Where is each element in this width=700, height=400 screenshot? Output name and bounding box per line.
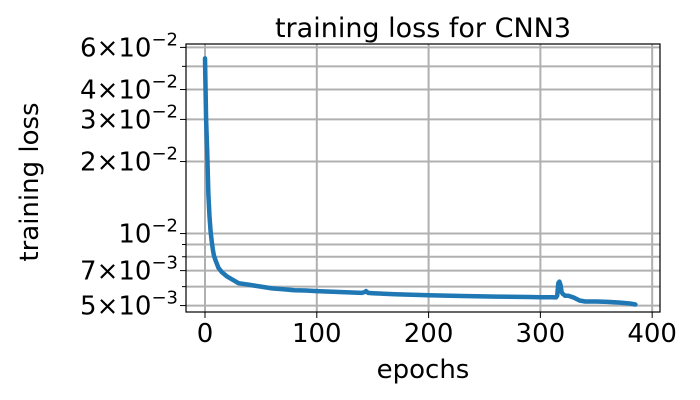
x-tick-label: 100 bbox=[292, 319, 342, 349]
x-tick-label: 400 bbox=[627, 319, 677, 349]
x-tick-label: 200 bbox=[404, 319, 454, 349]
y-tick-exponent: −2 bbox=[151, 144, 178, 165]
y-tick-exponent: −2 bbox=[151, 101, 178, 122]
x-axis-label: epochs bbox=[377, 355, 470, 385]
y-tick-label: 6×10−2 bbox=[80, 29, 178, 63]
grid bbox=[186, 44, 660, 312]
y-axis-ticks: 5×10−37×10−310−22×10−23×10−24×10−26×10−2 bbox=[80, 29, 186, 322]
y-tick-exponent: −3 bbox=[151, 288, 178, 309]
series-layer bbox=[202, 56, 638, 307]
y-tick-label: 5×10−3 bbox=[80, 288, 178, 322]
y-tick-exponent: −3 bbox=[151, 253, 178, 274]
plot-frame bbox=[185, 43, 661, 313]
x-tick-label: 300 bbox=[516, 319, 566, 349]
y-axis-label: training loss bbox=[15, 102, 45, 261]
y-tick-label: 2×10−2 bbox=[80, 144, 178, 178]
x-tick-label: 0 bbox=[197, 319, 214, 349]
chart-title: training loss for CNN3 bbox=[275, 13, 571, 44]
x-axis-ticks: 0 100 200 300 400 bbox=[197, 312, 677, 349]
y-tick-exponent: −2 bbox=[151, 216, 178, 237]
y-tick-label: 10−2 bbox=[118, 216, 178, 250]
y-tick-exponent: −2 bbox=[151, 72, 178, 93]
y-tick-label: 7×10−3 bbox=[80, 253, 178, 287]
y-tick-exponent: −2 bbox=[151, 29, 178, 50]
y-tick-label: 3×10−2 bbox=[80, 101, 178, 135]
series-line bbox=[202, 56, 638, 307]
